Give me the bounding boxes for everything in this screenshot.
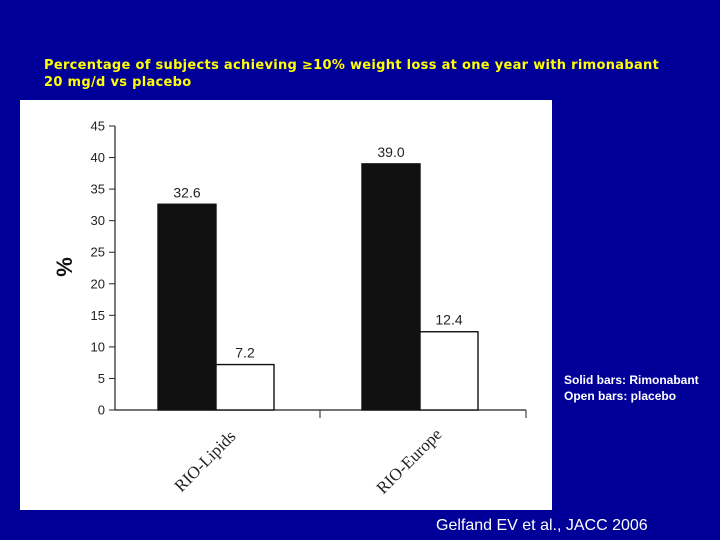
bar-solid <box>361 163 421 411</box>
legend: Solid bars: Rimonabant Open bars: placeb… <box>564 372 720 404</box>
y-tick-label: 25 <box>91 245 105 260</box>
x-category-label: RIO-Europe <box>373 425 446 498</box>
slide-title-line-1: Percentage of subjects achieving ≥10% we… <box>44 58 660 73</box>
slide-title-line-2: 20 mg/d vs placebo <box>44 75 192 90</box>
x-axis: RIO-Lipids RIO-Europe <box>115 409 527 498</box>
y-axis: 0 5 10 15 20 25 30 35 40 45 <box>91 119 116 418</box>
y-axis-label: % <box>52 257 77 277</box>
bar-data-label: 32.6 <box>173 184 200 200</box>
bars <box>157 163 479 411</box>
slide-title: Percentage of subjects achieving ≥10% we… <box>44 57 704 91</box>
y-tick-label: 45 <box>91 119 105 134</box>
legend-solid-bars: Solid bars: Rimonabant <box>564 373 699 387</box>
y-tick-label: 15 <box>91 308 105 323</box>
bar-data-label: 12.4 <box>435 312 462 328</box>
bar-solid <box>157 203 217 411</box>
bar-open <box>215 363 275 411</box>
data-labels: 32.6 7.2 39.0 12.4 <box>173 144 462 361</box>
bar-open <box>419 331 479 411</box>
citation: Gelfand EV et al., JACC 2006 <box>436 517 648 534</box>
y-tick-label: 20 <box>91 276 105 291</box>
chart-panel: 0 5 10 15 20 25 30 35 40 45 RIO-Lipids RIO-Europe … <box>20 100 552 510</box>
bar-data-label: 7.2 <box>235 345 255 361</box>
y-tick-label: 10 <box>91 339 105 354</box>
legend-open-bars: Open bars: placebo <box>564 389 677 403</box>
x-category-label: RIO-Lipids <box>171 427 240 496</box>
bar-data-label: 39.0 <box>377 144 404 160</box>
y-tick-label: 30 <box>91 213 105 228</box>
y-tick-label: 40 <box>91 150 105 165</box>
y-tick-label: 5 <box>98 371 105 386</box>
y-tick-label: 0 <box>98 403 105 418</box>
y-tick-label: 35 <box>91 182 105 197</box>
